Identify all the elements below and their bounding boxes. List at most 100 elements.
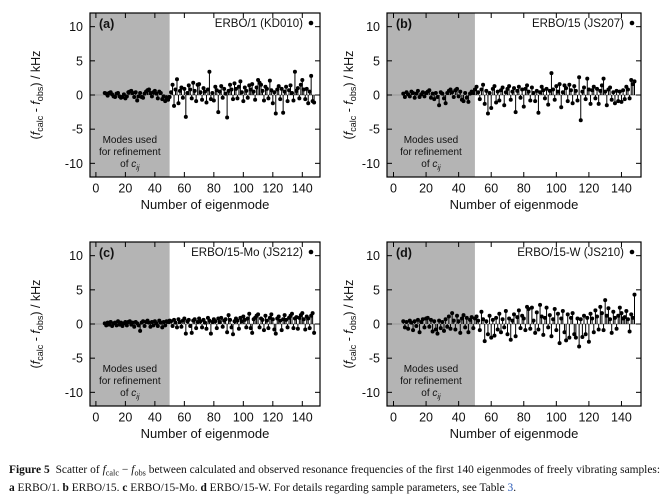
data-point: [471, 90, 476, 95]
data-point: [404, 319, 409, 324]
y-tick-label: 0: [373, 318, 380, 332]
data-point: [437, 103, 442, 108]
data-point: [490, 317, 495, 322]
data-point: [292, 69, 297, 74]
data-point: [272, 90, 277, 95]
data-point: [250, 330, 255, 335]
panel-b-chart: 0 20 40 60 80 100 120 140 -10 -5 0 5 10 Number of eig…: [342, 12, 642, 212]
data-point: [257, 325, 262, 330]
data-point: [526, 89, 531, 94]
x-tick-label: 120: [578, 182, 599, 196]
panel-letter: (b): [396, 17, 412, 31]
data-point: [583, 97, 588, 102]
data-point: [603, 298, 608, 303]
data-point: [149, 94, 154, 99]
y-axis-label: (fcalc - fobs) / kHz: [342, 51, 358, 140]
data-point: [225, 330, 230, 335]
data-point: [508, 337, 513, 342]
x-tick-label: 140: [292, 411, 313, 425]
data-point: [420, 90, 425, 95]
data-point: [273, 111, 278, 116]
data-point: [155, 96, 160, 101]
caption-text: ERBO/15-W. For details regarding sample …: [206, 481, 508, 494]
data-point: [312, 330, 317, 335]
data-point: [608, 317, 613, 322]
data-point: [586, 339, 591, 344]
x-tick-label: 100: [233, 411, 254, 425]
data-point: [463, 325, 468, 330]
data-point: [208, 331, 213, 336]
data-point: [591, 84, 596, 89]
data-point: [225, 115, 230, 120]
data-point: [415, 317, 420, 322]
data-point: [133, 90, 138, 95]
data-point: [573, 88, 578, 93]
caption-text: f: [102, 464, 106, 477]
data-point: [484, 319, 489, 324]
axis-ticks: [90, 242, 320, 406]
data-point: [598, 88, 603, 93]
data-point: [570, 101, 575, 106]
data-point: [557, 82, 562, 87]
data-point: [497, 98, 502, 103]
data-point: [281, 110, 286, 115]
data-point: [174, 77, 179, 82]
table-3-link[interactable]: 3: [507, 481, 514, 494]
data-point: [259, 82, 264, 87]
caption-text: ERBO/15.: [68, 481, 123, 494]
data-point: [604, 313, 609, 318]
x-tick-label: 40: [452, 411, 466, 425]
data-point: [263, 313, 268, 318]
data-point: [596, 327, 601, 332]
data-point: [411, 90, 416, 95]
x-axis-label: Number of eigenmode: [450, 197, 579, 212]
data-points: [102, 69, 317, 120]
x-tick-label: 60: [484, 411, 498, 425]
y-tick-label: 5: [76, 283, 83, 297]
x-tick-label: 20: [419, 411, 433, 425]
y-tick-label: 5: [373, 54, 380, 68]
data-point: [214, 326, 219, 331]
data-point: [412, 95, 417, 100]
data-point: [624, 309, 629, 314]
data-point: [544, 86, 549, 91]
y-tick-label: -10: [65, 157, 83, 171]
data-point: [186, 317, 191, 322]
data-point: [291, 98, 296, 103]
data-point: [266, 326, 271, 331]
data-point: [466, 99, 471, 104]
panel-a-chart: 0 20 40 60 80 100 120 140 -10 -5 0 5 10 Number of eig…: [29, 12, 321, 212]
data-point: [482, 339, 487, 344]
data-point: [422, 94, 427, 99]
data-point: [203, 89, 207, 94]
data-point: [564, 338, 569, 343]
data-point: [523, 86, 528, 91]
data-point: [477, 328, 482, 333]
x-tick-label: 60: [177, 182, 191, 196]
data-point: [211, 98, 216, 103]
data-point: [536, 327, 541, 332]
data-point: [223, 317, 228, 322]
data-point: [235, 96, 240, 101]
data-point: [582, 85, 587, 90]
data-point: [456, 319, 461, 324]
data-point: [438, 326, 443, 331]
data-point: [186, 83, 191, 88]
x-tick-label: 40: [148, 411, 162, 425]
data-point: [500, 85, 505, 90]
data-point: [529, 85, 534, 90]
data-point: [414, 324, 419, 329]
x-tick-label: 0: [92, 411, 99, 425]
data-point: [580, 89, 585, 94]
y-tick-label: -5: [72, 123, 83, 137]
data-point: [260, 317, 265, 322]
legend-label: ERBO/1 (KD010): [215, 18, 303, 30]
data-point: [622, 97, 627, 102]
data-point: [141, 95, 146, 100]
data-point: [415, 88, 420, 93]
data-point: [270, 101, 275, 106]
data-point: [632, 292, 637, 297]
data-point: [124, 323, 129, 328]
data-point: [402, 95, 407, 100]
x-tick-label: 20: [118, 182, 132, 196]
